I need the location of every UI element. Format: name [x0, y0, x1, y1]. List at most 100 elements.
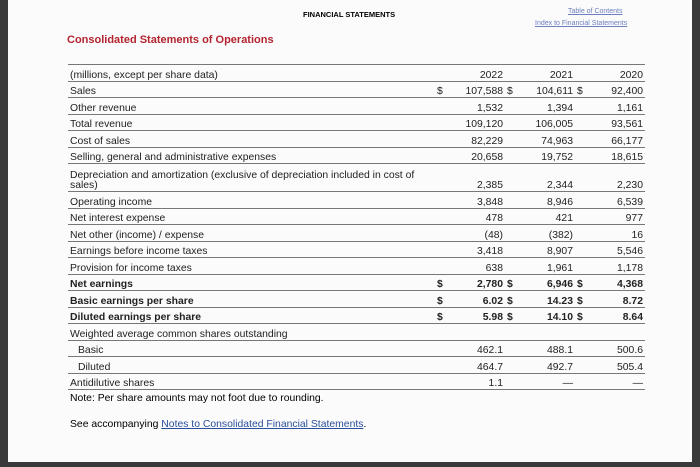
value: 1,961 [519, 257, 575, 275]
cur-cell [435, 208, 449, 225]
empty-cell [449, 323, 505, 341]
row-label: Depreciation and amortization (exclusive… [68, 163, 435, 192]
cur-cell [575, 114, 589, 131]
value: 107,588 [449, 81, 505, 98]
cur-cell [575, 208, 589, 225]
value: 500.6 [589, 340, 645, 357]
row-label: Total revenue [68, 114, 435, 131]
row-label: Operating income [68, 191, 435, 209]
row-label: Sales [68, 81, 435, 98]
notes-link[interactable]: Notes to Consolidated Financial Statemen… [161, 419, 364, 430]
value: 421 [519, 208, 575, 225]
toc-link[interactable]: Table of Contents [568, 8, 623, 15]
cur-cell [435, 130, 449, 148]
value: 16 [589, 224, 645, 242]
cur-cell [575, 257, 589, 275]
cur-cell [575, 163, 589, 192]
cur-cell [505, 64, 519, 82]
currency: $ [505, 290, 519, 308]
value: 82,229 [449, 130, 505, 148]
value: — [589, 373, 645, 390]
value: (382) [519, 224, 575, 242]
value: 14.10 [519, 307, 575, 324]
value: 2,385 [449, 163, 505, 192]
value: 977 [589, 208, 645, 225]
row-label: Diluted [68, 356, 435, 374]
row: Diluted 464.7 492.7 505.4 [68, 356, 645, 374]
column-header: 2020 [589, 64, 645, 82]
cur-cell [435, 257, 449, 275]
value: 2,780 [449, 274, 505, 291]
cur-cell [505, 130, 519, 148]
row: Basic 462.1 488.1 500.6 [68, 340, 645, 357]
cur-cell [575, 373, 589, 390]
row-label: Weighted average common shares outstandi… [68, 323, 435, 341]
footer-text: See accompanying [70, 419, 159, 430]
row: Sales $107,588 $104,611 $92,400 [68, 81, 645, 98]
value: 6,539 [589, 191, 645, 209]
row: Diluted earnings per share $5.98 $14.10 $8.… [68, 307, 645, 324]
cur-cell [575, 97, 589, 115]
cur-cell [505, 114, 519, 131]
statement-table: (millions, except per share data) 2022 202… [68, 64, 645, 390]
value: (48) [449, 224, 505, 242]
value: 4,368 [589, 274, 645, 291]
row-label: Basic earnings per share [68, 290, 435, 308]
value: 3,418 [449, 241, 505, 258]
currency: $ [575, 81, 589, 98]
value: 488.1 [519, 340, 575, 357]
row: Selling, general and administrative expe… [68, 147, 645, 164]
empty-cell [589, 323, 645, 341]
value: 492.7 [519, 356, 575, 374]
cur-cell [575, 356, 589, 374]
value: 6,946 [519, 274, 575, 291]
value: 66,177 [589, 130, 645, 148]
value: 1.1 [449, 373, 505, 390]
empty-cell [519, 323, 575, 341]
value: 1,532 [449, 97, 505, 115]
cur-cell [505, 257, 519, 275]
value: 8.72 [589, 290, 645, 308]
value: 5,546 [589, 241, 645, 258]
value: 8,946 [519, 191, 575, 209]
column-header: 2021 [519, 64, 575, 82]
value: 19,752 [519, 147, 575, 164]
currency: $ [505, 307, 519, 324]
currency: $ [435, 290, 449, 308]
currency: $ [575, 307, 589, 324]
column-header: 2022 [449, 64, 505, 82]
row: Depreciation and amortization (exclusive… [68, 163, 645, 192]
footer-end: . [363, 419, 367, 430]
cur-cell [575, 323, 589, 341]
value: 1,161 [589, 97, 645, 115]
cur-cell [505, 147, 519, 164]
value: 92,400 [589, 81, 645, 98]
cur-cell [505, 191, 519, 209]
cur-cell [435, 323, 449, 341]
row: Provision for income taxes 638 1,961 1,178 [68, 257, 645, 275]
cur-cell [435, 373, 449, 390]
row-label: Cost of sales [68, 130, 435, 148]
value: 109,120 [449, 114, 505, 131]
row-label: Net earnings [68, 274, 435, 291]
row-label: Diluted earnings per share [68, 307, 435, 324]
row: Total revenue 109,120 106,005 93,561 [68, 114, 645, 131]
cur-cell [435, 224, 449, 242]
value: 18,615 [589, 147, 645, 164]
cur-cell [575, 130, 589, 148]
row: Operating income 3,848 8,946 6,539 [68, 191, 645, 209]
cur-cell [435, 241, 449, 258]
cur-cell [435, 340, 449, 357]
header-row: (millions, except per share data) 2022 202… [68, 64, 645, 82]
value: 6.02 [449, 290, 505, 308]
cur-cell [435, 191, 449, 209]
cur-cell [435, 356, 449, 374]
statement-title: Consolidated Statements of Operations [67, 34, 274, 46]
value: 505.4 [589, 356, 645, 374]
row: Cost of sales 82,229 74,963 66,177 [68, 130, 645, 148]
index-link[interactable]: Index to Financial Statements [535, 20, 628, 27]
row: Net other (income) / expense (48) (382) 16 [68, 224, 645, 242]
value: 3,848 [449, 191, 505, 209]
page: FINANCIAL STATEMENTS Table of Contents I… [8, 0, 692, 462]
